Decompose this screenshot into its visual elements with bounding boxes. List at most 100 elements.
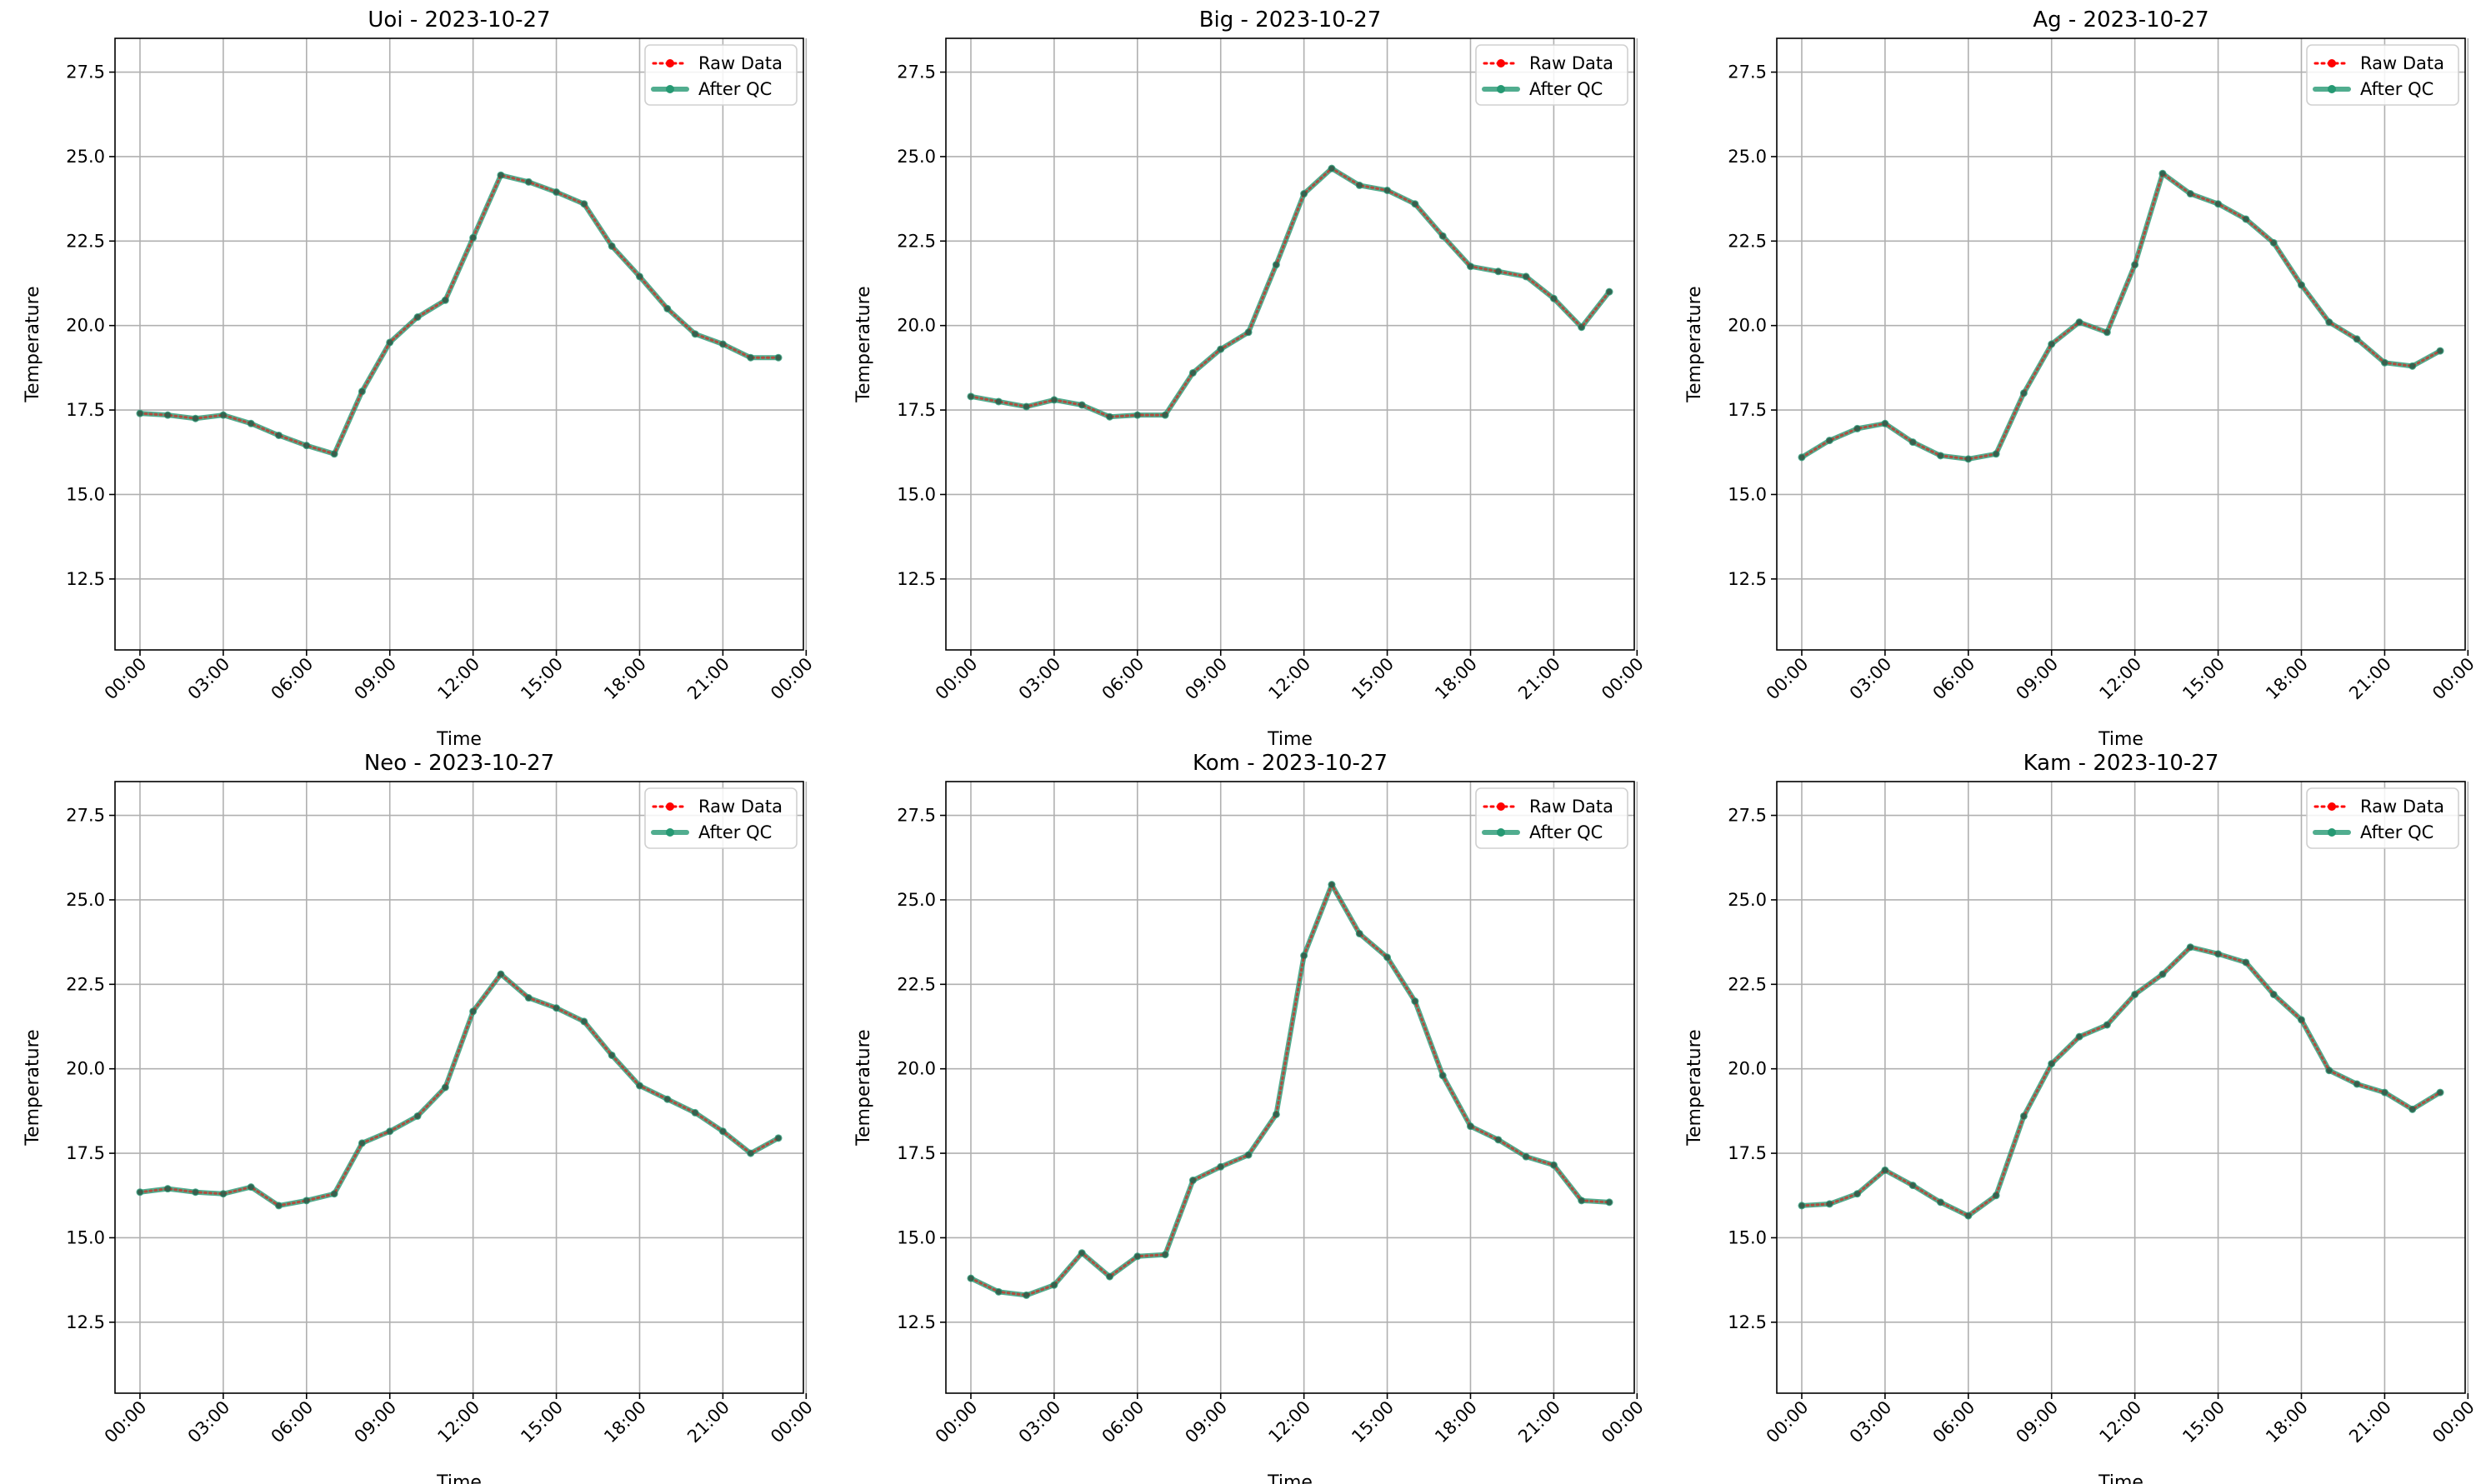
x-tick-label: 12:00 [1264, 654, 1314, 704]
legend: Raw Data After QC [1475, 44, 1628, 106]
raw-data-point [1218, 346, 1224, 352]
raw-data-point [636, 1082, 643, 1089]
legend-qc-marker [1497, 85, 1505, 93]
chart-title: Uoi - 2023-10-27 [368, 7, 550, 32]
raw-data-point [442, 297, 448, 303]
raw-data-point [1882, 1167, 1888, 1173]
chart-title: Neo - 2023-10-27 [364, 751, 554, 776]
raw-data-point [692, 331, 698, 337]
raw-data-point [414, 1112, 421, 1119]
y-tick-label: 17.5 [66, 400, 105, 420]
raw-data-point [2159, 170, 2166, 177]
chart-panel-2: 12.5 15.0 17.5 20.0 22.5 25.0 27.5 00:00 03:00 06… [853, 7, 1648, 750]
raw-data-point [137, 410, 143, 417]
y-tick-label: 27.5 [1728, 806, 1767, 826]
raw-data-point [1965, 1212, 1972, 1219]
legend-raw-marker [2328, 802, 2336, 811]
raw-data-point [1162, 412, 1168, 418]
raw-data-point [276, 1202, 283, 1209]
plot-frame [1776, 37, 2466, 651]
x-tick-label: 15:00 [2178, 654, 2228, 704]
y-axis-label: Temperature [853, 1029, 874, 1146]
raw-data-point [2076, 1033, 2083, 1040]
raw-data-point [2187, 191, 2193, 197]
y-tick-label: 22.5 [66, 231, 105, 251]
raw-data-point [1965, 456, 1972, 462]
plot-area [1777, 38, 2465, 650]
legend-raw-label: Raw Data [1529, 53, 1613, 73]
raw-data-point [220, 412, 227, 418]
raw-data-point [1854, 1191, 1861, 1197]
raw-data-point [1606, 1199, 1613, 1206]
x-tick-label: 09:00 [350, 654, 400, 704]
plot-area [115, 782, 803, 1393]
y-axis-label: Temperature [23, 1029, 43, 1146]
raw-data-point [636, 273, 643, 280]
raw-data-point [1523, 273, 1529, 280]
x-tick-label: 03:00 [1015, 654, 1065, 704]
raw-data-point [2103, 1022, 2110, 1028]
raw-data-line [969, 882, 1611, 1297]
y-tick-label: 22.5 [1728, 231, 1767, 251]
raw-data-point [2215, 951, 2222, 957]
raw-data-point [1356, 182, 1363, 188]
x-tick-label: 03:00 [1846, 654, 1896, 704]
plot-frame [114, 781, 804, 1394]
raw-data-point [1328, 882, 1335, 888]
y-tick-label: 17.5 [897, 400, 936, 420]
raw-data-point [1882, 420, 1888, 427]
raw-data-point [2409, 362, 2416, 369]
x-tick-label: 09:00 [1181, 1397, 1231, 1447]
raw-data-point [1189, 1177, 1196, 1184]
x-tick-label: 00:00 [1598, 654, 1648, 704]
raw-data-point [387, 1128, 393, 1135]
raw-data-point [1467, 1123, 1473, 1130]
raw-data-point [1023, 403, 1030, 410]
plot-frame [945, 37, 1635, 651]
raw-data-point [193, 415, 199, 422]
x-tick-label: 15:00 [517, 1397, 567, 1447]
legend-qc-marker [1497, 828, 1505, 837]
raw-data-point [748, 1150, 754, 1157]
x-tick-label: 21:00 [2345, 1397, 2395, 1447]
y-tick-label: 20.0 [1728, 1059, 1767, 1079]
chart-panel-4: 12.5 15.0 17.5 20.0 22.5 25.0 27.5 00:00 03:00 06… [23, 751, 817, 1484]
x-axis-label: Time [436, 1472, 482, 1484]
y-tick-label: 25.0 [897, 147, 936, 167]
raw-data-point [1273, 262, 1279, 268]
raw-data-point [1218, 1163, 1224, 1170]
raw-data-point [1798, 454, 1805, 461]
raw-data-point [1467, 263, 1473, 270]
raw-data-point [2298, 1017, 2304, 1023]
raw-data-point [1495, 1137, 1502, 1143]
x-tick-label: 18:00 [2262, 654, 2312, 704]
y-tick-label: 15.0 [1728, 484, 1767, 504]
raw-data-point [2437, 347, 2443, 354]
y-tick-label: 17.5 [66, 1143, 105, 1163]
legend: Raw Data After QC [1475, 787, 1628, 849]
y-tick-label: 20.0 [66, 316, 105, 336]
x-tick-label: 12:00 [433, 1397, 483, 1447]
raw-data-point [470, 1008, 477, 1015]
legend-qc-marker [2328, 828, 2336, 837]
raw-data-point [2076, 319, 2083, 326]
raw-data-point [1078, 402, 1085, 408]
legend-qc-marker [2328, 85, 2336, 93]
y-tick-label: 25.0 [1728, 147, 1767, 167]
x-tick-label: 06:00 [1098, 654, 1148, 704]
x-tick-label: 12:00 [2095, 654, 2145, 704]
y-tick-label: 20.0 [897, 316, 936, 336]
x-tick-label: 12:00 [1264, 1397, 1314, 1447]
x-tick-label: 03:00 [1846, 1397, 1896, 1447]
y-tick-label: 15.0 [897, 484, 936, 504]
raw-data-point [358, 1140, 365, 1147]
raw-data-point [2020, 390, 2027, 397]
y-tick-label: 20.0 [1728, 316, 1767, 336]
raw-data-point [2132, 991, 2138, 997]
y-axis-label: Temperature [853, 286, 874, 402]
raw-data-point [2187, 944, 2193, 951]
y-tick-label: 20.0 [66, 1059, 105, 1079]
raw-data-point [1384, 954, 1391, 961]
raw-data-point [1412, 998, 1418, 1005]
y-tick-label: 12.5 [66, 1312, 105, 1332]
